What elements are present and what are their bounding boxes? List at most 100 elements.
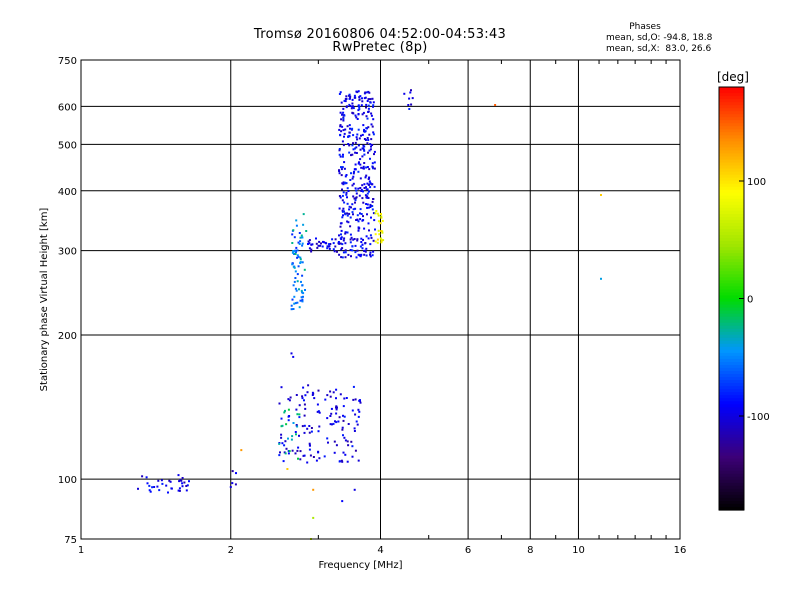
echo-point [287,408,290,411]
colorbar-segment [719,268,744,272]
echo-point [286,468,289,470]
echo-point [338,207,341,210]
echo-point [299,450,302,453]
colorbar-segment [719,177,744,182]
x-tick-label: 2 [228,545,234,556]
echo-point [346,196,348,199]
echo-point [410,103,413,106]
echo-point [352,213,354,216]
echo-point [378,233,381,236]
echo-point [353,197,356,200]
echo-point [364,91,367,94]
colorbar-segment [719,352,744,357]
echo-point [372,212,375,215]
echo-point [342,111,345,114]
colorbar-segment [719,455,744,460]
echo-point [302,386,305,389]
echo-point [168,479,171,482]
echo-point [381,230,384,233]
echo-point [366,142,369,145]
echo-point [372,101,375,104]
echo-point [342,207,345,210]
colorbar-segment [719,274,744,278]
colorbar-segment [719,138,744,142]
echo-point [288,450,291,453]
echo-point [368,149,371,152]
echo-point [344,98,347,100]
echo-point [299,299,302,302]
echo-point [339,91,342,94]
echo-point [180,479,183,482]
echo-point [333,451,336,454]
echo-point [311,391,314,394]
echo-point [318,425,321,428]
echo-point [294,251,297,254]
echo-point [341,140,344,143]
echo-point [358,98,361,101]
echo-point [351,211,354,214]
echo-point [339,125,342,128]
echo-point [345,397,348,399]
echo-point [306,461,309,464]
echo-point [338,153,341,156]
colorbar-segment [719,503,744,508]
echo-point [316,403,319,406]
echo-point [345,182,348,185]
echo-point [280,436,283,439]
echo-point [369,98,372,101]
echo-point [374,212,377,215]
echo-point [278,402,281,405]
echo-point [346,460,349,463]
echo-point [294,431,297,433]
colorbar-segment [719,325,744,330]
echo-point [371,97,374,100]
colorbar-segment [719,301,744,306]
colorbar-tick-label: 0 [747,295,753,306]
echo-point [185,489,188,492]
echo-point [374,240,377,243]
echo-point [341,460,344,463]
colorbar-segment [719,87,744,91]
echo-point [327,441,329,444]
echo-point [367,98,370,101]
echo-point [301,397,304,400]
echo-point [332,391,335,394]
echo-point [298,306,301,309]
echo-point [367,107,370,110]
echo-point [364,242,367,244]
echo-point [372,250,375,253]
echo-point [349,249,352,251]
echo-point [304,407,307,410]
echo-point [310,248,313,251]
echo-point [371,208,374,211]
echo-point [292,284,295,287]
echo-point [235,472,237,475]
echo-point [296,301,299,304]
echo-point [352,208,355,211]
echo-point [287,452,290,455]
colorbar-tick-label: -100 [747,412,770,423]
echo-point [347,94,350,97]
colorbar-segment [719,256,744,260]
echo-point [339,242,342,245]
echo-point [338,253,341,256]
echo-point [359,158,362,161]
echo-point [311,243,314,246]
echo-point [372,118,375,121]
echo-point [380,213,382,215]
echo-point [299,262,302,264]
echo-point [297,265,300,268]
colorbar-segment [719,259,744,263]
echo-point [160,479,163,482]
echo-point [360,241,363,243]
colorbar-segment [719,195,744,200]
colorbar-segment [719,132,744,136]
echo-point [350,172,352,175]
echo-point [316,410,319,413]
echo-point [342,116,345,119]
echo-point [367,206,370,209]
echo-point [234,483,237,486]
echo-point [361,97,363,100]
echo-point [366,166,369,168]
x-tick-label: 6 [465,545,471,556]
